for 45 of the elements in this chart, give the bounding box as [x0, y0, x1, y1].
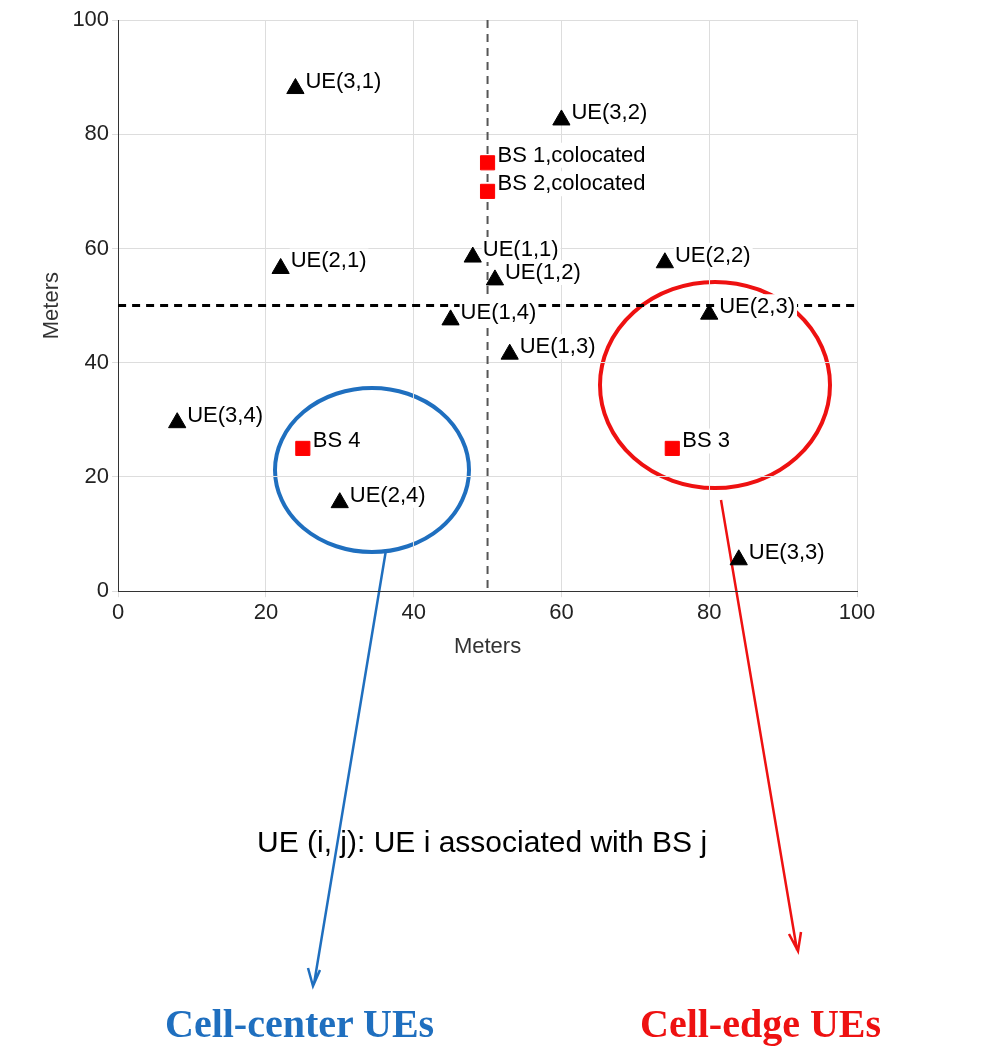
point: [463, 246, 482, 263]
data-label: UE(2,3): [719, 293, 796, 319]
x-axis-title: Meters: [453, 632, 522, 658]
x-tick-label: 80: [696, 599, 722, 625]
point: [330, 492, 349, 509]
data-label: UE(3,1): [305, 67, 382, 93]
data-label: UE(2,2): [674, 241, 751, 267]
data-label: UE(1,1): [482, 236, 559, 262]
point: [479, 183, 496, 199]
x-tick-label: 100: [838, 599, 876, 625]
data-label: BS 4: [312, 427, 361, 453]
y-tick-label: 40: [84, 348, 110, 374]
x-tick-label: 20: [253, 599, 279, 625]
data-label: UE(2,1): [290, 247, 367, 273]
y-tick-label: 60: [84, 234, 110, 260]
x-tick-label: 60: [549, 599, 574, 625]
text: Cell-edge UEs: [640, 1000, 882, 1047]
data-label: BS 3: [682, 427, 730, 453]
data-label: BS 2,colocated: [497, 170, 646, 196]
data-label: UE(3,4): [187, 401, 264, 427]
point: [295, 440, 311, 456]
data-label: UE(3,2): [571, 98, 648, 124]
data-label: UE(1,4): [460, 298, 537, 324]
data-label: UE(1,3): [519, 333, 596, 359]
point: [664, 440, 680, 456]
data-label: UE(2,4): [349, 481, 426, 507]
y-tick-label: 80: [84, 120, 110, 146]
point: [485, 269, 505, 286]
y-axis-title: Meters: [38, 271, 64, 340]
x-tick-label: 40: [401, 599, 426, 625]
y-tick-label: 0: [96, 577, 110, 603]
data-label: BS 1,colocated: [497, 141, 646, 167]
point: [500, 343, 519, 360]
point: [729, 549, 748, 566]
point: [655, 252, 675, 269]
y-tick-label: 100: [72, 6, 110, 32]
point: [271, 257, 290, 274]
data-label: UE(3,3): [748, 538, 825, 564]
point: [552, 109, 571, 126]
text: Cell-center UEs: [165, 1000, 435, 1047]
point: [441, 309, 460, 326]
point: [286, 78, 305, 95]
text: UE (i, j): UE i associated with BS j: [257, 825, 708, 859]
point: [168, 412, 187, 429]
y-tick-label: 20: [84, 463, 110, 489]
